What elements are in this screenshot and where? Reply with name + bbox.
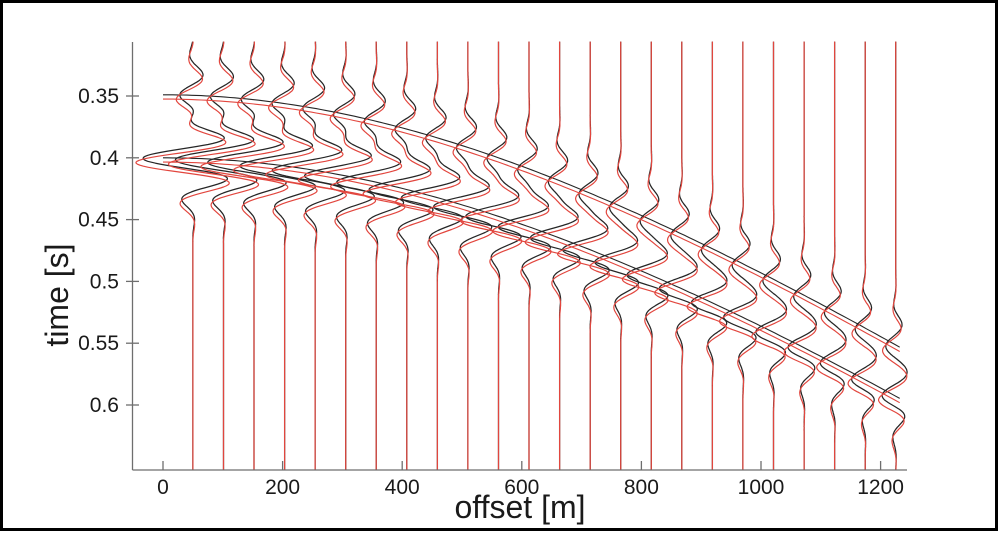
wiggle-trace-synthetic [816, 41, 847, 470]
wiggle-trace-synthetic [427, 41, 494, 470]
wiggle-trace-synthetic [751, 41, 787, 470]
x-tick-label: 1200 [857, 476, 904, 499]
y-axis-title: time [s] [39, 243, 75, 346]
wiggle-trace-synthetic [783, 41, 817, 470]
x-tick-label: 400 [385, 476, 420, 499]
axes: 0.35 0.4 0.45 0.5 0.55 0.6 0 200 400 600 800 1000 1… [78, 42, 907, 499]
wiggle-trace-synthetic [719, 41, 758, 470]
wiggle-trace-synthetic [200, 41, 289, 470]
y-tick-label: 0.4 [90, 147, 120, 170]
traveltime-curve-synthetic-event-1 [163, 98, 900, 352]
x-tick-label: 800 [624, 476, 659, 499]
wiggle-trace-synthetic [589, 41, 640, 470]
x-tick-label: 0 [157, 476, 169, 499]
wiggle-trace-synthetic [847, 41, 877, 470]
wiggle-trace-synthetic [167, 41, 260, 470]
wiggle-trace-synthetic [492, 41, 552, 470]
x-axis-ticks: 0 200 400 600 800 1000 1200 [157, 461, 904, 499]
wiggle-trace-synthetic [135, 41, 230, 470]
traveltime-curve-observed-event-2 [163, 157, 900, 399]
synthetic-traces-layer [135, 41, 908, 470]
traveltime-curve-synthetic-event-2 [163, 161, 900, 404]
wiggle-trace-synthetic [362, 41, 435, 470]
y-tick-label: 0.55 [78, 332, 119, 355]
wiggle-trace-synthetic [395, 41, 464, 470]
y-tick-label: 0.45 [78, 209, 119, 232]
wiggle-trace-synthetic [654, 41, 698, 470]
x-tick-label: 1000 [738, 476, 785, 499]
y-axis-ticks: 0.35 0.4 0.45 0.5 0.55 0.6 [78, 85, 139, 417]
wiggle-trace-synthetic [621, 41, 669, 470]
wiggle-trace-synthetic [686, 41, 728, 470]
wiggle-trace-synthetic [878, 41, 908, 470]
wiggle-trace-synthetic [330, 41, 406, 470]
y-tick-label: 0.5 [90, 270, 119, 293]
x-tick-label: 600 [504, 476, 539, 499]
wiggle-trace-synthetic [232, 41, 318, 470]
wiggle-trace-synthetic [557, 41, 611, 470]
wiggle-trace-synthetic [459, 41, 523, 470]
wiggle-trace-synthetic [524, 41, 581, 470]
y-tick-label: 0.6 [90, 394, 119, 417]
wiggle-trace-synthetic [265, 41, 347, 470]
y-tick-label: 0.35 [78, 85, 119, 108]
wiggle-trace-synthetic [297, 41, 377, 470]
traveltime-curve-observed-event-1 [163, 94, 900, 348]
x-axis-title: offset [m] [454, 489, 585, 525]
x-tick-label: 200 [265, 476, 300, 499]
